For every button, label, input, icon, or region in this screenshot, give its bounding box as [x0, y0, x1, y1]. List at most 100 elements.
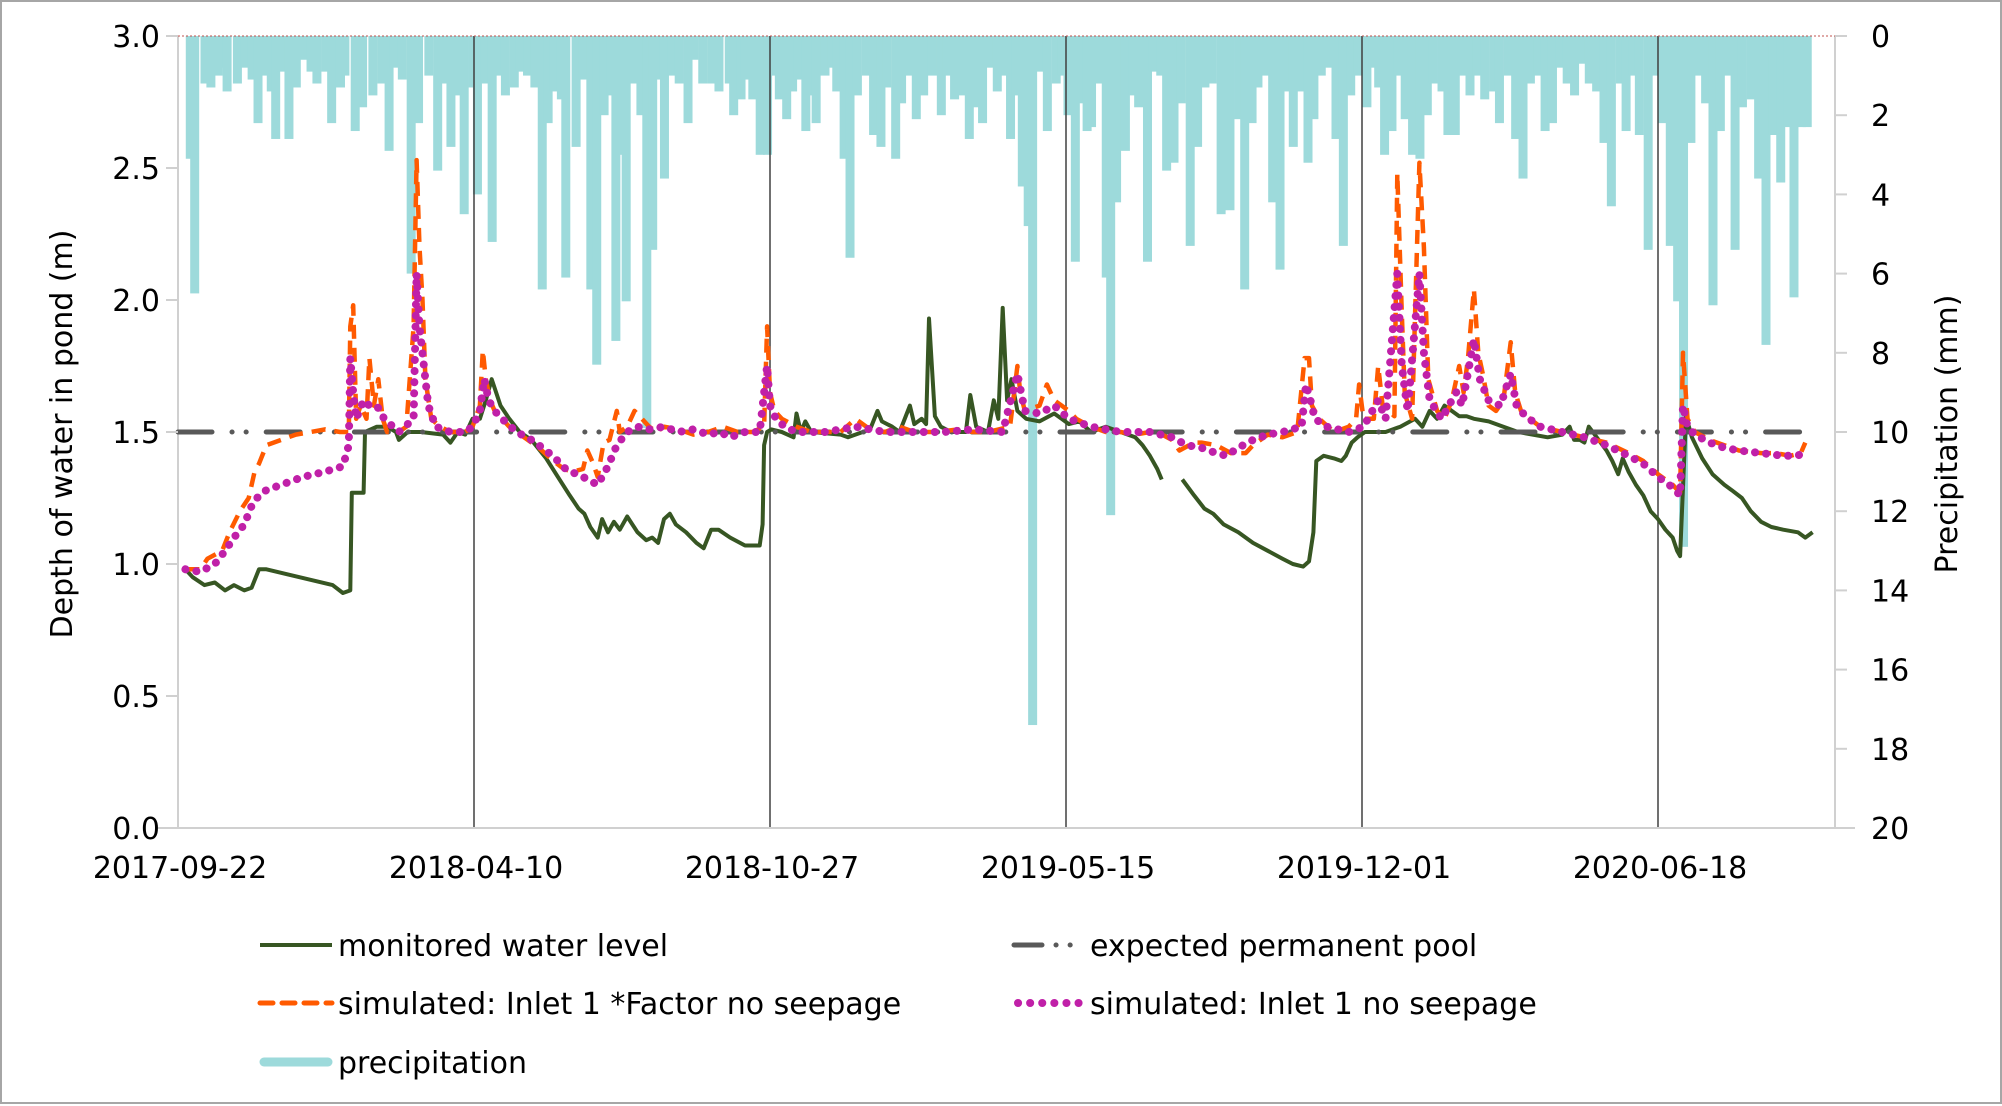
- precipitation-bar: [200, 36, 210, 84]
- precipitation-bar: [1776, 36, 1786, 183]
- precipitation-bar: [321, 36, 331, 72]
- precipitation-bar: [992, 36, 1002, 92]
- precipitation-bar: [306, 36, 316, 72]
- precipitation-bar: [1518, 36, 1528, 179]
- precipitation-bar: [433, 36, 443, 171]
- precipitation-bar: [1207, 36, 1217, 84]
- precipitation-bar: [654, 36, 664, 80]
- legend-item: precipitation: [259, 1046, 527, 1081]
- precipitation-bar: [869, 36, 879, 135]
- precipitation-bar: [648, 36, 658, 250]
- precipitation-bar: [578, 36, 588, 80]
- y-right-tick-label: 0: [1871, 20, 1890, 55]
- precipitation-bar: [1051, 36, 1061, 84]
- precipitation-bar: [530, 36, 540, 88]
- series-monitored-water-level: [183, 305, 1164, 595]
- precipitation-bar: [1584, 36, 1594, 84]
- precipitation-bar: [1368, 36, 1378, 68]
- legend-label: monitored water level: [338, 929, 668, 964]
- x-tick-label: 2018-10-27: [685, 851, 859, 886]
- y-left-tick-label: 1.0: [112, 548, 160, 583]
- precipitation-bar: [271, 36, 281, 139]
- precipitation-bar: [1615, 36, 1625, 84]
- precipitation-bar: [1511, 36, 1521, 139]
- precipitation-bar: [957, 36, 967, 96]
- precipitation-bar: [1169, 36, 1179, 163]
- y-right-tick-label: 8: [1871, 337, 1890, 372]
- precipitation-bar: [1035, 36, 1045, 72]
- precipitation-bar: [919, 36, 929, 96]
- legend-label: simulated: Inlet 1 no seepage: [1090, 987, 1537, 1022]
- precipitation-bar: [500, 36, 510, 96]
- precipitation-bar: [1380, 36, 1390, 155]
- precipitation-bar: [561, 36, 571, 278]
- precipitation-bar: [740, 36, 750, 80]
- precipitation-bar: [1754, 36, 1764, 179]
- precipitation-bar: [985, 36, 995, 68]
- precipitation-bar: [384, 36, 394, 151]
- precipitation-bar: [942, 36, 952, 76]
- precipitation-bar: [1577, 36, 1587, 64]
- series-simulated-inlet-1-no-seepage: [181, 269, 1810, 576]
- precipitation-bar: [487, 36, 497, 242]
- precipitation-bar: [1042, 36, 1052, 132]
- precipitation-bar: [1693, 36, 1703, 76]
- precipitation-bar: [1240, 36, 1250, 290]
- precipitation-bar: [284, 36, 294, 139]
- precipitation-bar: [674, 36, 684, 84]
- precipitation-bar: [768, 36, 778, 76]
- precipitation-bar: [259, 36, 269, 76]
- precipitation-bar: [936, 36, 946, 116]
- precipitation-bar: [549, 36, 559, 92]
- precipitation-bar: [659, 36, 669, 179]
- x-tick-label: 2019-12-01: [1277, 851, 1451, 886]
- precipitation-bar: [714, 36, 724, 92]
- precipitation-bar: [861, 36, 871, 76]
- precipitation-bar: [1494, 36, 1504, 124]
- precipitation-bar: [1503, 36, 1513, 76]
- precipitation-bar: [629, 36, 639, 84]
- precipitation-bar: [1400, 36, 1410, 120]
- precipitation-bar: [1268, 36, 1278, 203]
- precipitation-bar: [811, 36, 821, 124]
- precipitation-bar: [972, 36, 982, 108]
- y-right-tick-label: 12: [1871, 495, 1909, 530]
- precipitation-bar: [1076, 36, 1086, 104]
- precipitation-bar: [1225, 36, 1235, 211]
- precipitation-bar: [1387, 36, 1397, 132]
- precipitation-bar: [1480, 36, 1490, 100]
- precipitation-bar: [621, 36, 631, 302]
- precipitation-bar: [1000, 36, 1010, 76]
- precipitation-bar: [1570, 36, 1580, 96]
- precipitation-bar: [592, 36, 602, 365]
- precipitation-bar: [1393, 36, 1403, 76]
- precipitation-bar: [1216, 36, 1226, 215]
- precipitation-bar: [683, 36, 693, 124]
- x-tick-label: 2017-09-22: [93, 851, 267, 886]
- precipitation-bar: [1437, 36, 1447, 92]
- precipitation-bar: [1148, 36, 1158, 72]
- precipitation-bar: [1112, 36, 1122, 203]
- legend-item: simulated: Inlet 1 *Factor no seepage: [257, 987, 901, 1022]
- legend-item: expected permanent pool: [1011, 929, 1477, 964]
- precipitation-bar: [820, 36, 830, 76]
- legend-item: monitored water level: [260, 929, 668, 964]
- precipitation-bar: [1185, 36, 1195, 246]
- precipitation-bar: [377, 36, 387, 84]
- precipitation-bar: [1465, 36, 1475, 96]
- precipitation-bar: [755, 36, 765, 155]
- precipitation-bar: [291, 36, 301, 88]
- precipitation-bar: [190, 36, 200, 294]
- precipitation-bar: [1547, 36, 1557, 124]
- precipitation-bar: [852, 36, 862, 96]
- precipitation-bar: [1489, 36, 1499, 92]
- precipitation-bar: [1673, 36, 1683, 302]
- precipitation-bar: [1592, 36, 1602, 92]
- precipitation-bar: [698, 36, 708, 84]
- precipitation-bar: [1253, 36, 1263, 88]
- precipitation-bar: [1275, 36, 1285, 270]
- precipitation-bar: [1331, 36, 1341, 139]
- precipitation-bar: [523, 36, 533, 76]
- precipitation-bar: [1458, 36, 1468, 76]
- precipitation-bar: [350, 36, 360, 132]
